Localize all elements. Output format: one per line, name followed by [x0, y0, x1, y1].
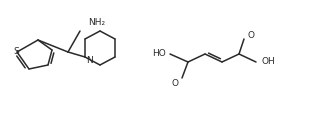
Text: OH: OH: [261, 57, 275, 66]
Text: O: O: [172, 78, 179, 87]
Text: S: S: [13, 47, 19, 56]
Text: HO: HO: [152, 50, 166, 59]
Text: N: N: [86, 56, 93, 65]
Text: O: O: [247, 30, 254, 40]
Text: NH₂: NH₂: [88, 18, 105, 27]
